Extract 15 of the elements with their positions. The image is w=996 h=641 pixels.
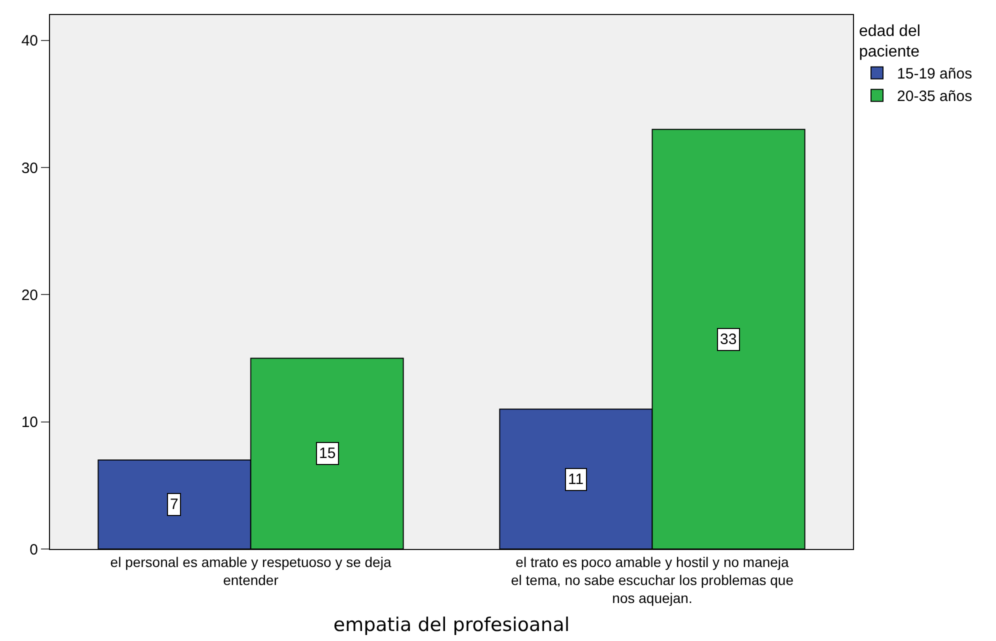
legend-label: 15-19 años (897, 66, 972, 83)
x-tick-label: el personal es amable y respetuoso y se deja entender (110, 554, 392, 588)
y-tick-label: 0 (30, 541, 38, 558)
x-tick-label: el trato es poco amable y hostil y no maneja el tema, no sabe escuchar los problemas que nos aquejan. (511, 554, 794, 606)
data-label: 33 (720, 331, 737, 348)
data-label: 11 (568, 471, 584, 488)
data-label: 7 (170, 496, 178, 513)
data-label: 15 (319, 445, 336, 462)
legend-title: edad del paciente (859, 22, 920, 61)
y-tick-label: 20 (21, 286, 38, 304)
y-tick-label: 10 (21, 414, 38, 432)
legend-label: 20-35 años (897, 88, 972, 106)
y-tick-label: 40 (21, 32, 38, 50)
y-tick-label: 30 (21, 160, 38, 177)
x-axis-title: empatia del profesioanal (333, 614, 570, 636)
